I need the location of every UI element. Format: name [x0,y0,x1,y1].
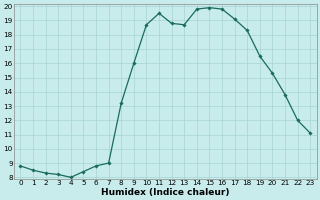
X-axis label: Humidex (Indice chaleur): Humidex (Indice chaleur) [101,188,229,197]
